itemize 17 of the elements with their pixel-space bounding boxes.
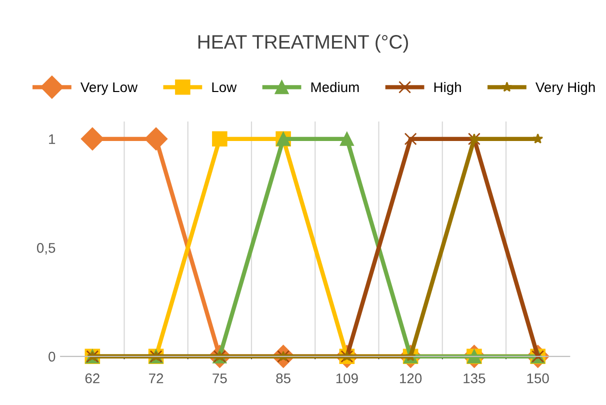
x-tick-label: 85: [276, 373, 290, 384]
x-tick-label: 150: [527, 373, 549, 384]
x-tick-label: 109: [336, 373, 358, 384]
legend-label: High: [434, 82, 461, 95]
legend-label: Very High: [535, 82, 595, 95]
y-tick-label: 0: [48, 352, 56, 362]
y-tick-label: 0,5: [36, 242, 56, 254]
x-tick-label: 120: [400, 373, 422, 384]
x-tick-label: 72: [149, 373, 164, 384]
chart-title: HEAT TREATMENT (°C): [198, 34, 408, 53]
legend-label: Low: [212, 82, 237, 92]
x-tick-label: 135: [464, 373, 486, 384]
legend-label: Medium: [311, 82, 359, 92]
x-tick-label: 75: [212, 374, 227, 384]
legend-label: Very Low: [80, 82, 138, 95]
x-tick-label: 62: [85, 373, 100, 384]
y-tick-label: 1: [49, 134, 56, 144]
